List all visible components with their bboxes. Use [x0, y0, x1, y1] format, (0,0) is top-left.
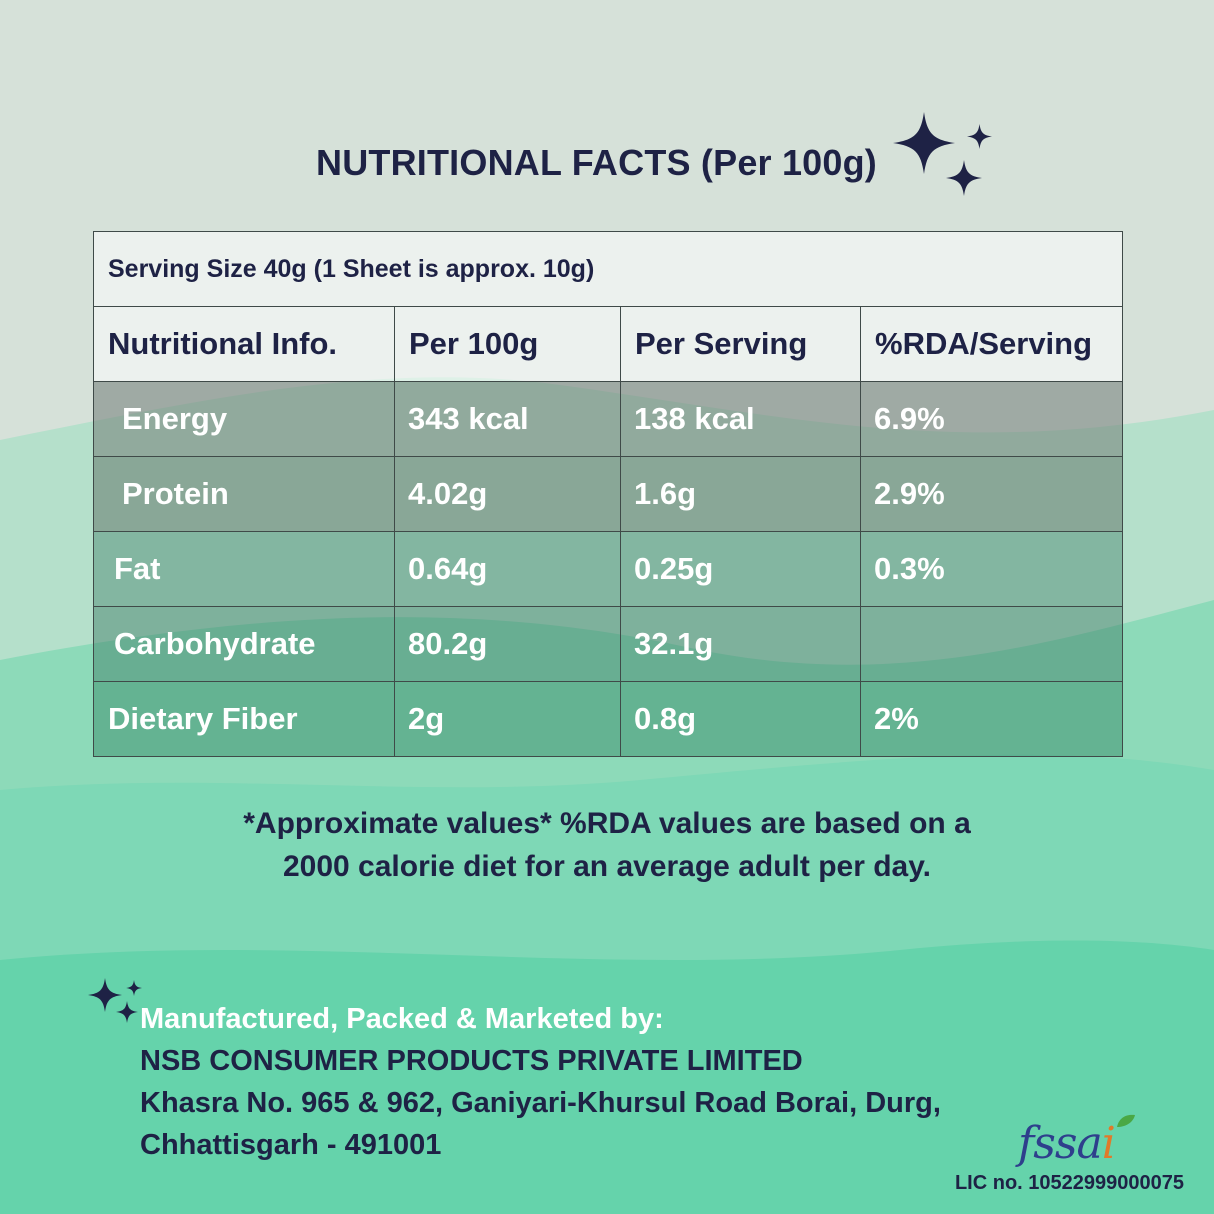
nutrient-name: Protein: [93, 456, 395, 532]
address-line: Chhattisgarh - 491001: [140, 1129, 442, 1161]
per-100g-value: 2g: [394, 681, 621, 757]
footnote: *Approximate values* %RDA values are bas…: [0, 802, 1214, 888]
manufacturer-info: Manufactured, Packed & Marketed by: NSB …: [140, 998, 941, 1166]
nutrient-name: Energy: [93, 381, 395, 457]
table-row: Protein 4.02g 1.6g 2.9%: [93, 456, 1124, 532]
nutrient-name: Carbohydrate: [93, 606, 395, 682]
page-title: NUTRITIONAL FACTS (Per 100g): [316, 142, 877, 183]
column-header: Per 100g: [394, 306, 621, 382]
nutrition-table: Serving Size 40g (1 Sheet is approx. 10g…: [92, 231, 1124, 757]
table-row: Carbohydrate 80.2g 32.1g: [93, 606, 1124, 682]
sparkle-icon: [946, 160, 982, 196]
per-100g-value: 343 kcal: [394, 381, 621, 457]
per-serving-value: 1.6g: [620, 456, 861, 532]
table-row: Fat 0.64g 0.25g 0.3%: [93, 531, 1124, 607]
column-header: Per Serving: [620, 306, 861, 382]
per-serving-value: 0.8g: [620, 681, 861, 757]
fssai-logo: fssai: [1018, 1118, 1116, 1169]
rda-value: 0.3%: [859, 531, 1124, 607]
per-serving-value: 0.25g: [620, 531, 861, 607]
per-serving-value: 32.1g: [620, 606, 861, 682]
column-header: %RDA/Serving: [859, 306, 1124, 382]
rda-value: 2.9%: [859, 456, 1124, 532]
column-header: Nutritional Info.: [93, 306, 395, 382]
sparkle-icon: [88, 978, 122, 1012]
company-name: NSB CONSUMER PRODUCTS PRIVATE LIMITED: [140, 1045, 803, 1077]
leaf-icon: [1117, 1114, 1135, 1127]
rda-value: 2%: [859, 681, 1124, 757]
sparkle-icon: [893, 112, 955, 174]
rda-value: [859, 606, 1124, 682]
sparkle-icon: [967, 124, 992, 149]
serving-size: Serving Size 40g (1 Sheet is approx. 10g…: [92, 231, 1124, 307]
license-number: LIC no. 10522999000075: [954, 1172, 1184, 1194]
address-line: Khasra No. 965 & 962, Ganiyari-Khursul R…: [140, 1087, 941, 1119]
table-row: Dietary Fiber 2g 0.8g 2%: [93, 681, 1124, 757]
table-row: Energy 343 kcal 138 kcal 6.9%: [93, 381, 1124, 457]
rda-value: 6.9%: [859, 381, 1124, 457]
table-header-row: Nutritional Info. Per 100g Per Serving %…: [93, 306, 1124, 382]
sparkle-icon: [116, 1001, 138, 1023]
footnote-line: 2000 calorie diet for an average adult p…: [282, 850, 932, 883]
serving-size-row: Serving Size 40g (1 Sheet is approx. 10g…: [92, 231, 1124, 307]
manufacturer-heading: Manufactured, Packed & Marketed by:: [140, 1003, 664, 1035]
per-100g-value: 80.2g: [394, 606, 621, 682]
per-100g-value: 4.02g: [394, 456, 621, 532]
nutrient-name: Fat: [93, 531, 395, 607]
per-100g-value: 0.64g: [394, 531, 621, 607]
sparkle-icon: [126, 980, 142, 996]
nutrient-name: Dietary Fiber: [93, 681, 395, 757]
per-serving-value: 138 kcal: [620, 381, 861, 457]
footnote-line: *Approximate values* %RDA values are bas…: [243, 807, 971, 840]
